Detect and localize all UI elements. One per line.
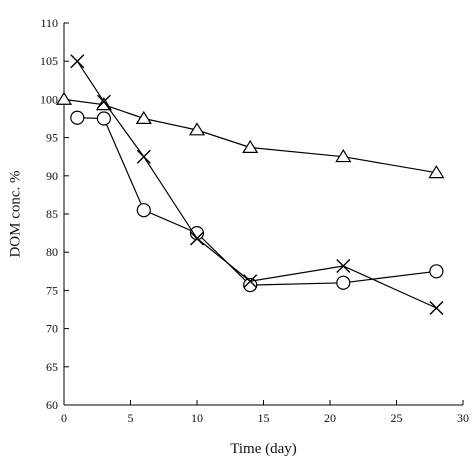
series-cross xyxy=(70,54,444,315)
triangle-point xyxy=(188,122,206,136)
y-tick-label: 110 xyxy=(40,16,58,30)
x-tick-label: 20 xyxy=(324,411,336,425)
circle-point xyxy=(136,203,151,218)
y-tick-label: 100 xyxy=(40,92,58,106)
cross-point xyxy=(243,274,258,289)
y-axis-title: DOM conc. % xyxy=(7,170,23,257)
series-line-circle xyxy=(77,117,437,286)
triangle-point xyxy=(335,149,352,163)
y-tick-label: 75 xyxy=(46,283,58,297)
circle-point xyxy=(336,275,351,290)
y-tick-label: 105 xyxy=(40,54,58,68)
series-line-triangle xyxy=(63,98,437,174)
cross-point xyxy=(136,149,151,164)
cross-point xyxy=(336,258,351,273)
triangle-point xyxy=(135,110,152,124)
cross-point xyxy=(190,231,204,246)
x-tick-label: 15 xyxy=(258,411,270,425)
y-tick-label: 85 xyxy=(46,207,58,221)
y-tick-label: 70 xyxy=(46,322,58,336)
cross-point xyxy=(96,94,111,109)
x-tick-label: 0 xyxy=(61,411,67,425)
triangle-point xyxy=(428,165,445,179)
cross-point xyxy=(70,54,85,69)
circle-point xyxy=(243,277,258,293)
circle-point xyxy=(70,110,85,125)
x-tick-label: 25 xyxy=(391,411,403,425)
series-line-cross xyxy=(76,60,437,309)
tick-marks xyxy=(63,22,464,406)
x-axis-title: Time (day) xyxy=(230,441,297,457)
y-tick-label: 65 xyxy=(46,360,58,374)
triangle-point xyxy=(55,91,73,105)
cross-point xyxy=(429,300,444,315)
circle-point xyxy=(429,264,444,279)
triangle-point xyxy=(242,139,259,154)
y-tick-label: 80 xyxy=(46,245,58,259)
x-tick-label: 10 xyxy=(191,411,203,425)
circle-point xyxy=(189,226,205,241)
y-tick-label: 95 xyxy=(46,131,58,145)
tick-labels: 60 65 70 75 80 85 90 95 100 105 110 0 5 10 15 20 25 30 xyxy=(40,16,469,425)
y-tick-label: 90 xyxy=(46,169,58,183)
axes xyxy=(63,23,463,406)
x-tick-label: 5 xyxy=(128,411,134,425)
series-triangle xyxy=(55,91,445,179)
series-layer xyxy=(55,54,445,315)
y-tick-label: 60 xyxy=(46,398,58,412)
series-circle xyxy=(70,110,444,293)
x-tick-label: 30 xyxy=(457,411,469,425)
circle-point xyxy=(96,111,112,126)
